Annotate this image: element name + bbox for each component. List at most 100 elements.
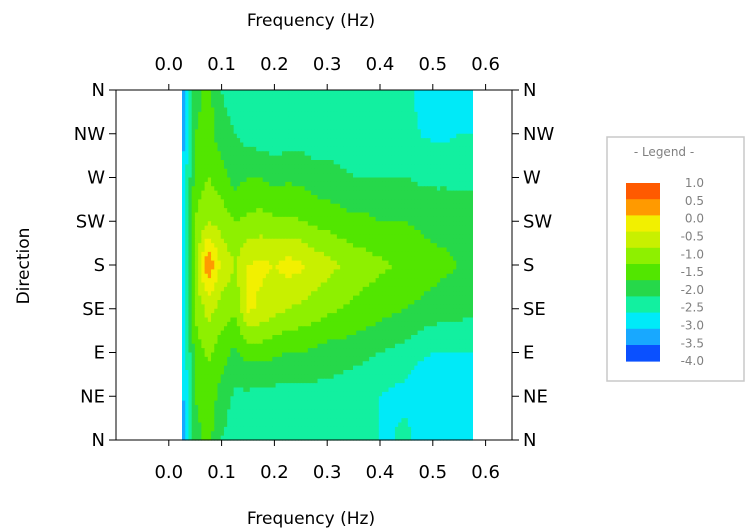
heatmap-cell — [340, 230, 344, 235]
heatmap-cell — [391, 247, 396, 253]
heatmap-cell — [227, 133, 231, 139]
heatmap-cell — [288, 203, 293, 209]
heatmap-cell — [365, 273, 370, 279]
heatmap-cell — [217, 203, 222, 209]
heatmap-cell — [298, 160, 302, 165]
heatmap-cell — [449, 133, 454, 139]
heatmap-cell — [233, 103, 238, 109]
heatmap-cell — [333, 155, 338, 161]
heatmap-cell — [465, 212, 470, 218]
heatmap-cell — [233, 133, 238, 139]
heatmap-cell — [388, 212, 393, 218]
heatmap-cell — [359, 103, 364, 109]
heatmap-cell — [327, 199, 332, 205]
heatmap-cell — [369, 321, 373, 327]
heatmap-cell — [307, 116, 312, 122]
heatmap-cell — [207, 265, 212, 270]
heatmap-cell — [272, 300, 277, 305]
heatmap-cell — [414, 282, 419, 288]
heatmap-cell — [211, 177, 215, 183]
heatmap-cell — [320, 151, 325, 157]
heatmap-cell — [346, 216, 351, 222]
heatmap-cell — [278, 326, 283, 332]
heatmap-cell — [385, 120, 390, 126]
heatmap-cell — [191, 265, 196, 270]
heatmap-cell — [259, 216, 264, 222]
heatmap-cell — [353, 98, 357, 104]
heatmap-cell — [278, 234, 283, 240]
heatmap-cell — [433, 125, 438, 130]
heatmap-cell — [275, 138, 280, 144]
heatmap-cell — [285, 173, 290, 179]
heatmap-cell — [252, 321, 257, 327]
heatmap-cell — [243, 330, 248, 336]
heatmap-cell — [462, 286, 467, 292]
heatmap-cell — [243, 286, 248, 292]
heatmap-cell — [311, 199, 315, 205]
heatmap-cell — [394, 326, 399, 332]
heatmap-cell — [407, 129, 412, 135]
heatmap-cell — [304, 186, 309, 192]
heatmap-cell — [265, 330, 270, 336]
heatmap-cell — [327, 304, 332, 310]
heatmap-cell — [188, 168, 193, 174]
heatmap-cell — [236, 129, 241, 135]
heatmap-cell — [469, 273, 473, 279]
heatmap-cell — [443, 203, 448, 209]
heatmap-cell — [204, 304, 209, 310]
heatmap-cell — [194, 142, 199, 148]
heatmap-cell — [407, 155, 412, 161]
heatmap-cell — [443, 177, 448, 183]
heatmap-cell — [391, 212, 396, 218]
heatmap-cell — [214, 199, 219, 205]
heatmap-cell — [340, 221, 344, 227]
heatmap-cell — [394, 146, 399, 152]
heatmap-cell — [304, 286, 309, 292]
heatmap-cell — [320, 234, 325, 240]
heatmap-cell — [320, 216, 325, 222]
heatmap-cell — [385, 90, 390, 95]
heatmap-cell — [414, 155, 419, 161]
heatmap-cell — [420, 164, 425, 170]
heatmap-cell — [446, 243, 451, 249]
heatmap-cell — [336, 313, 341, 319]
heatmap-cell — [249, 116, 254, 122]
heatmap-cell — [204, 243, 209, 249]
heatmap-cell — [378, 282, 383, 288]
heatmap-cell — [188, 251, 193, 257]
heatmap-cell — [336, 190, 341, 196]
heatmap-cell — [288, 282, 293, 288]
heatmap-cell — [398, 107, 403, 113]
heatmap-cell — [420, 116, 425, 122]
heatmap-cell — [465, 326, 470, 332]
heatmap-cell — [462, 146, 467, 152]
heatmap-cell — [214, 282, 219, 288]
heatmap-cell — [211, 247, 215, 253]
heatmap-cell — [420, 160, 425, 165]
heatmap-cell — [223, 177, 228, 183]
heatmap-cell — [249, 168, 254, 174]
heatmap-cell — [353, 190, 357, 196]
heatmap-cell — [343, 208, 348, 214]
heatmap-cell — [301, 326, 306, 332]
heatmap-cell — [462, 282, 467, 288]
heatmap-cell — [336, 216, 341, 222]
heatmap-cell — [182, 278, 186, 284]
heatmap-cell — [424, 282, 428, 288]
heatmap-cell — [369, 107, 373, 113]
heatmap-cell — [217, 133, 222, 139]
heatmap-cell — [411, 230, 415, 235]
heatmap-cell — [201, 129, 206, 135]
heatmap-cell — [433, 151, 438, 157]
heatmap-cell — [249, 173, 254, 179]
heatmap-cell — [398, 195, 403, 200]
heatmap-cell — [378, 160, 383, 165]
heatmap-cell — [240, 138, 244, 144]
heatmap-cell — [298, 269, 302, 275]
heatmap-cell — [372, 151, 377, 157]
heatmap-cell — [201, 186, 206, 192]
heatmap-cell — [285, 111, 290, 117]
heatmap-cell — [201, 94, 206, 100]
heatmap-cell — [359, 111, 364, 117]
heatmap-cell — [298, 265, 302, 270]
